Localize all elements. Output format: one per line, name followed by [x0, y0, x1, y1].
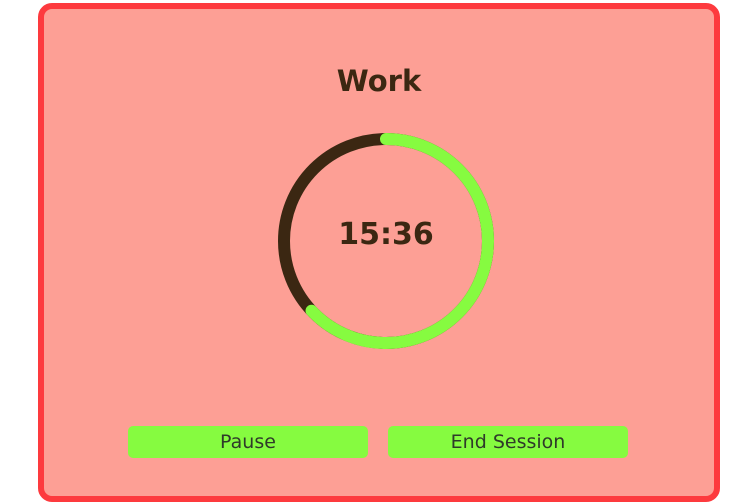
time-remaining: 15:36: [338, 217, 434, 252]
end-session-button[interactable]: End Session: [388, 426, 628, 458]
session-title: Work: [336, 64, 422, 98]
pause-button[interactable]: Pause: [128, 426, 368, 458]
progress-ring-remaining: [278, 133, 494, 349]
progress-ring: [278, 133, 494, 349]
timer-panel: Work 15:36 Pause End Session: [38, 3, 720, 502]
countdown-timer: 15:36: [277, 132, 495, 350]
